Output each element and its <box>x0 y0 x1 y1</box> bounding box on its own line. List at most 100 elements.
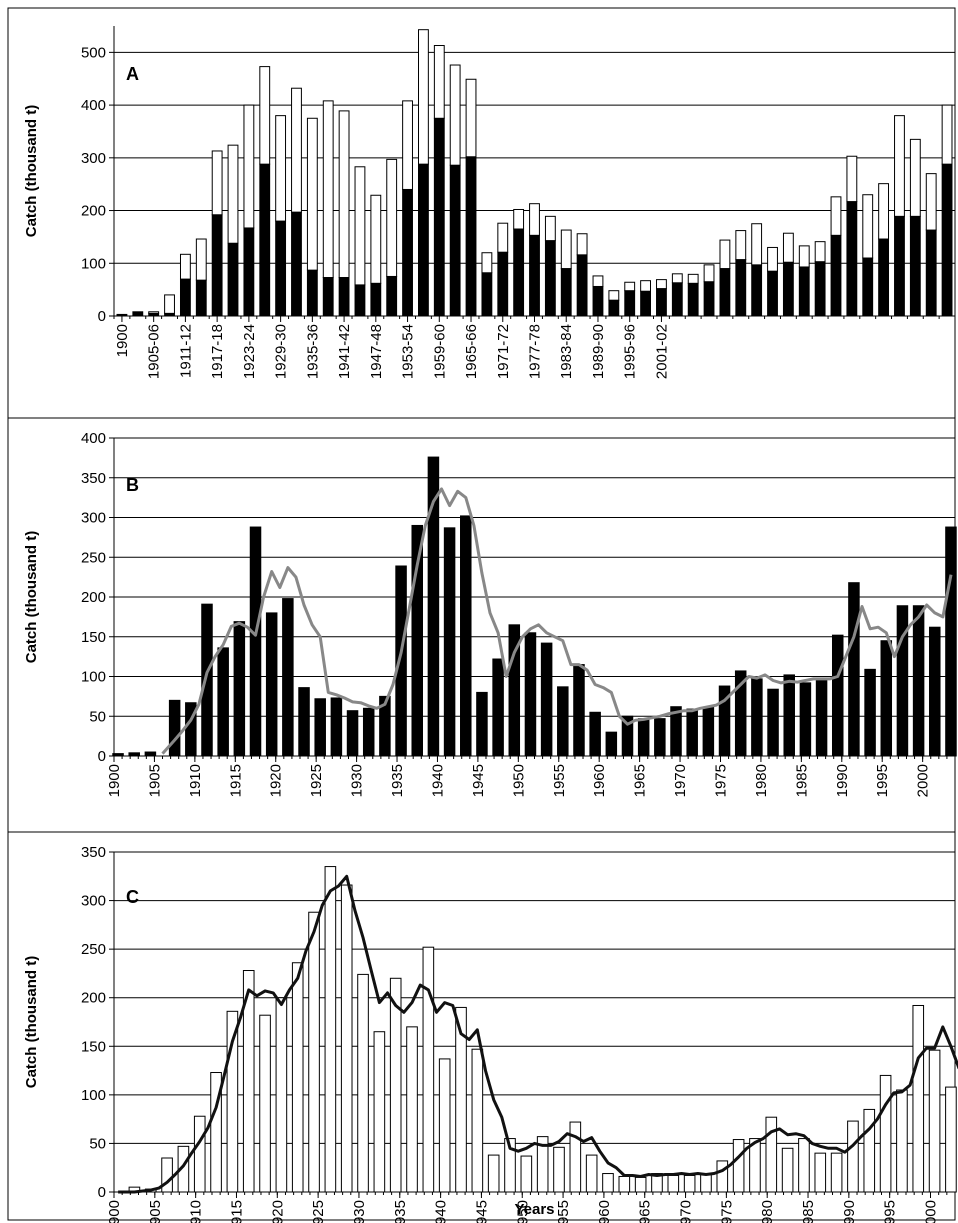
x-tick-label: 1983-84 <box>558 324 575 379</box>
bar-upper <box>592 275 604 287</box>
bar-upper <box>179 253 191 280</box>
x-tick-label: 1989-90 <box>590 324 607 379</box>
bar <box>275 997 288 1193</box>
bar <box>751 678 763 757</box>
bar-upper <box>513 208 525 230</box>
x-tick-label: 1980 <box>753 764 770 797</box>
x-tick-label: 1920 <box>269 1200 286 1223</box>
x-tick-label: 1930 <box>351 1200 368 1223</box>
bar <box>259 1014 271 1193</box>
bar-upper <box>243 104 255 229</box>
bar-lower <box>179 278 191 317</box>
bar-lower <box>306 269 318 317</box>
y-tick-label: 100 <box>81 255 106 272</box>
bar-lower <box>433 117 445 317</box>
x-tick-label: 1995 <box>882 1200 899 1223</box>
bar-lower <box>687 282 699 317</box>
bar <box>249 526 262 757</box>
bar-upper <box>227 144 239 244</box>
y-tick-label: 400 <box>81 97 106 114</box>
x-tick-label: 1985 <box>800 1200 817 1223</box>
bar-lower <box>751 264 763 317</box>
bar <box>557 686 569 757</box>
bar-lower <box>338 277 350 317</box>
bar-upper <box>211 150 223 216</box>
bar <box>504 1138 516 1193</box>
y-tick-label: 250 <box>81 549 106 566</box>
bar <box>553 1146 565 1193</box>
bar <box>460 515 472 757</box>
bar <box>847 1120 859 1193</box>
bar <box>395 565 407 757</box>
bar <box>112 753 124 757</box>
series-line <box>118 874 958 1194</box>
bar <box>767 688 779 757</box>
bar-lower <box>719 268 731 317</box>
bar-upper <box>656 279 667 290</box>
bar-lower <box>909 215 921 317</box>
x-tick-label: 1905-06 <box>146 324 163 379</box>
bar <box>945 526 957 757</box>
bar <box>605 731 618 757</box>
bar <box>848 582 860 757</box>
y-axis-title: Catch (thousand t) <box>23 105 40 238</box>
bar <box>314 698 326 757</box>
bar <box>651 1173 663 1193</box>
y-tick-label: 200 <box>81 589 106 606</box>
bar <box>765 1116 778 1193</box>
x-tick-label: 1941-42 <box>336 324 353 379</box>
bar-upper <box>164 294 175 314</box>
bar-upper <box>418 29 429 165</box>
bar <box>340 884 353 1193</box>
bar-lower <box>544 240 556 317</box>
bar <box>324 866 337 1193</box>
bar <box>233 621 246 757</box>
bar-lower <box>195 279 207 317</box>
bar-upper <box>291 87 302 213</box>
bar <box>734 670 747 757</box>
bar <box>487 1154 500 1193</box>
bar-upper <box>735 230 747 261</box>
x-tick-label: 1995 <box>874 764 891 797</box>
x-tick-label: 1910 <box>187 764 204 797</box>
bar-lower <box>798 266 810 317</box>
x-tick-label: 1980 <box>759 1200 776 1223</box>
bar-upper <box>751 223 763 266</box>
bar-lower <box>830 234 842 317</box>
bar <box>670 706 682 757</box>
bar <box>144 751 157 757</box>
bar <box>896 1089 908 1193</box>
x-tick-label: 1900 <box>106 764 123 797</box>
bar-lower <box>132 311 144 317</box>
bar <box>298 687 310 757</box>
bar <box>700 1174 712 1193</box>
x-tick-label: 1971-72 <box>495 324 512 379</box>
x-tick-label: 1910 <box>188 1200 205 1223</box>
bar-lower <box>322 277 334 317</box>
bar <box>863 1108 876 1193</box>
bar-lower <box>418 163 429 317</box>
bar-lower <box>671 282 683 317</box>
bar-upper <box>259 66 271 165</box>
x-tick-label: 1915 <box>228 1200 245 1223</box>
bar-lower <box>291 211 302 317</box>
bar <box>362 707 375 757</box>
bar-lower <box>560 268 572 317</box>
bar-lower <box>656 288 667 317</box>
x-tick-label: 1990 <box>834 764 851 797</box>
bar-upper <box>465 78 477 158</box>
bar-upper <box>544 215 556 242</box>
y-tick-label: 350 <box>81 470 106 487</box>
bar <box>520 1155 533 1193</box>
bar <box>422 946 435 1193</box>
bar-lower <box>370 282 382 317</box>
x-tick-label: 2000 <box>923 1200 940 1223</box>
bar-lower <box>862 257 874 317</box>
bar-upper <box>909 138 921 217</box>
bar <box>455 1006 467 1193</box>
bar-lower <box>449 164 461 317</box>
bar <box>815 679 828 757</box>
bar <box>912 1004 925 1193</box>
bar <box>589 711 601 757</box>
x-tick-label: 2001-02 <box>653 324 670 379</box>
